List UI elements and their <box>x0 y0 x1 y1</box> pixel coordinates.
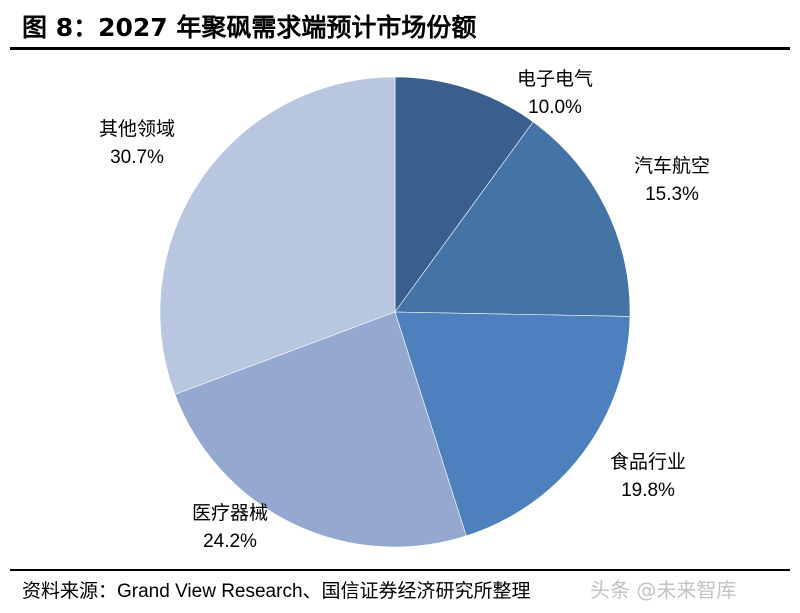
slice-value-label: 30.7% <box>110 147 164 168</box>
watermark: 头条 @未来智库 <box>590 578 737 602</box>
pie-slice-3 <box>394 311 631 537</box>
slice-value-label: 15.3% <box>645 184 699 205</box>
figure-title: 图 8：2027 年聚砜需求端预计市场份额 <box>22 13 477 42</box>
pie-slice-2 <box>394 121 631 317</box>
slice-value-label: 19.8% <box>621 480 675 501</box>
pie-slice-5 <box>159 76 396 395</box>
pie-slice-4 <box>174 311 467 548</box>
source-note: 资料来源：Grand View Research、国信证券经济研究所整理 <box>22 581 531 602</box>
slice-label: 汽车航空 <box>634 155 710 177</box>
slice-label: 电子电气 <box>517 68 593 90</box>
slice-label: 医疗器械 <box>192 502 268 524</box>
footer-rule <box>10 569 790 571</box>
slice-value-label: 24.2% <box>203 531 257 552</box>
title-rule <box>10 47 790 50</box>
slice-value-label: 10.0% <box>528 97 582 118</box>
pie-slice-1 <box>394 76 534 313</box>
slice-label: 其他领域 <box>99 118 175 140</box>
slice-label: 食品行业 <box>610 451 686 473</box>
